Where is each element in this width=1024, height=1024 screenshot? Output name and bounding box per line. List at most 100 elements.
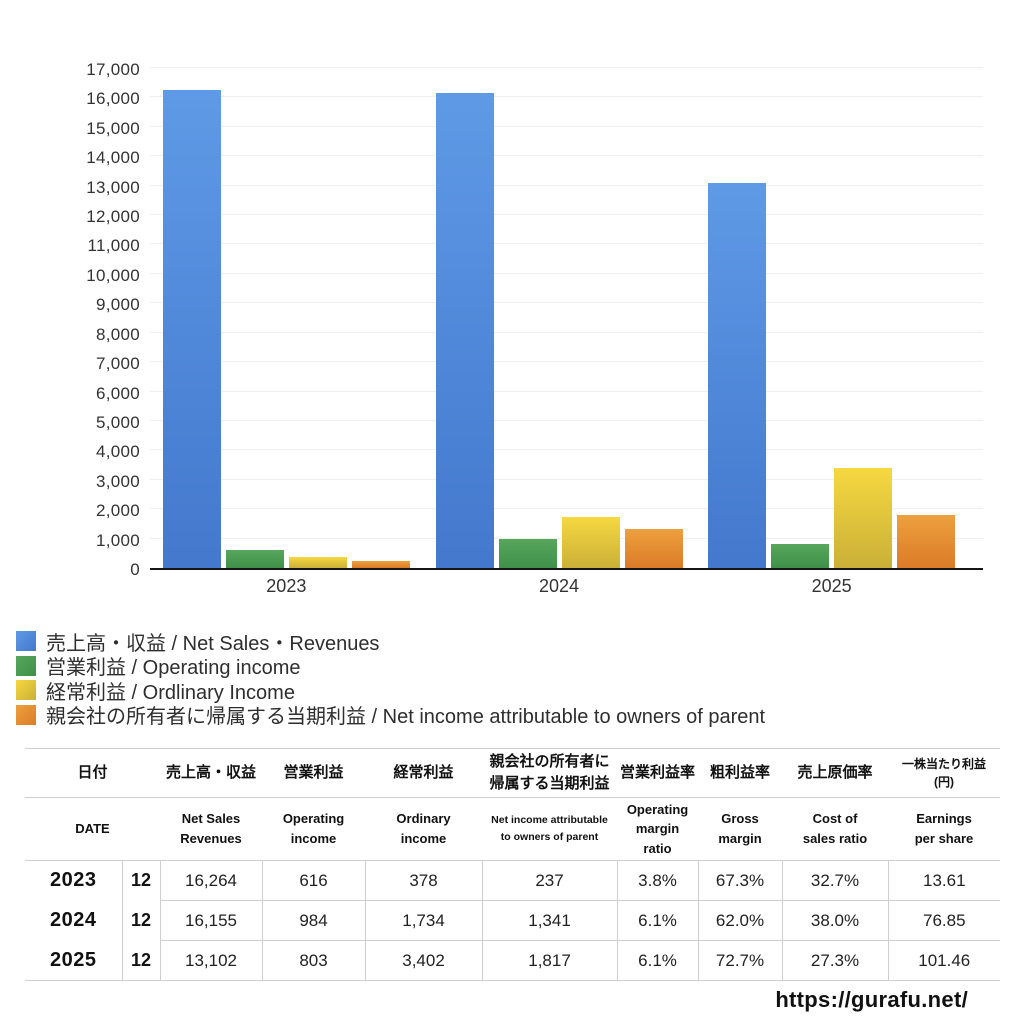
y-axis-tick-label: 6,000 [95, 383, 140, 403]
month-cell: 12 [121, 860, 161, 901]
table-row-2024: 2024 12 16,155 984 1,734 1,341 6.1% 62.0% 38.0% 7… [25, 900, 1001, 941]
gridline [150, 96, 983, 98]
bar-ordinary-income-2025 [834, 467, 893, 568]
table-row-2025: 2025 12 13,102 803 3,402 1,817 6.1% 72.7% 27.3% 1… [25, 940, 1001, 981]
bar-ordinary-income-2023 [288, 556, 347, 568]
column-header-en: DATE [75, 821, 110, 836]
column-header-jp: 親会社の所有者に 帰属する当期利益 [489, 753, 610, 792]
value-cell: 16,264 [159, 860, 263, 901]
y-axis-tick-label: 9,000 [95, 295, 140, 315]
bar-operating-income-2023 [225, 549, 284, 568]
gridline [150, 390, 983, 392]
year-cell: 2024 [50, 909, 97, 931]
gridline [150, 478, 983, 480]
value-cell: 616 [261, 860, 366, 901]
gridline [150, 155, 983, 157]
column-header-jp: 売上原価率 [797, 763, 873, 781]
value-cell: 1,817 [481, 940, 618, 981]
bar-net-sales-2023 [162, 89, 221, 568]
bar-operating-income-2024 [498, 539, 557, 568]
column-header-jp: 日付 [77, 763, 108, 781]
legend-item-net-income: 親会社の所有者に帰属する当期利益 / Net income attributab… [16, 703, 765, 728]
column-header-en: Operating income [282, 811, 345, 846]
value-cell: 1,734 [364, 900, 483, 941]
financial-data-table: 日付 売上高・収益 営業利益 経常利益 親会社の所有者に 帰属する当期利益 営業利益率 粗利益… [25, 748, 1001, 981]
x-axis-category-label: 2023 [266, 576, 307, 596]
value-cell: 32.7% [781, 860, 889, 901]
table-header: 日付 売上高・収益 営業利益 経常利益 親会社の所有者に 帰属する当期利益 営業利益率 粗利益… [25, 748, 1001, 861]
value-cell: 76.85 [887, 900, 1001, 941]
gridline [150, 214, 983, 216]
bar-operating-income-2025 [771, 544, 830, 568]
x-axis-category-label: 2025 [811, 576, 852, 596]
value-cell: 16,155 [159, 900, 263, 941]
legend-label-net-income: 親会社の所有者に帰属する当期利益 / Net income attributab… [46, 706, 766, 729]
value-cell: 38.0% [781, 900, 889, 941]
gridline [150, 508, 983, 510]
chart-legend: 売上高・収益 / Net Sales・Revenues 営業利益 / Operat… [16, 629, 765, 728]
y-axis-tick-label: 1,000 [95, 530, 140, 550]
legend-swatch-net-income [16, 704, 36, 725]
column-header-jp: 一株当たり利益 (円) [902, 756, 987, 789]
value-cell: 237 [481, 860, 618, 901]
bar-net-income-2023 [351, 561, 410, 568]
gridline [150, 449, 983, 451]
site-url: https://gurafu.net/ [775, 987, 968, 1012]
gridline [150, 419, 983, 421]
value-cell: 3,402 [364, 940, 483, 981]
y-axis: 0 1,000 2,000 3,000 4,000 5,000 6,000 7,000 8,00… [0, 60, 140, 579]
y-axis-tick-label: 10,000 [86, 265, 140, 285]
year-cell: 2025 [50, 948, 97, 971]
legend-item-ordinary-income: 経常利益 / Ordlinary Income [16, 678, 765, 704]
bar-net-income-2025 [897, 514, 956, 568]
value-cell: 13.61 [887, 860, 1001, 901]
month-cell: 12 [121, 900, 161, 941]
value-cell: 6.1% [616, 900, 699, 941]
column-header-en: Gross margin [718, 811, 762, 846]
column-header-en: Cost of sales ratio [802, 811, 868, 846]
value-cell: 3.8% [616, 860, 699, 901]
column-header-en: Net income attributable to owners of pare… [491, 814, 608, 843]
gridline [150, 125, 983, 127]
y-axis-tick-label: 16,000 [86, 89, 140, 109]
column-header-jp: 営業利益 [283, 763, 344, 781]
gridline [150, 184, 983, 186]
plot-area [150, 67, 983, 570]
value-cell: 72.7% [697, 940, 783, 981]
y-axis-tick-label: 5,000 [95, 412, 140, 432]
table-row-2023: 2023 12 16,264 616 378 237 3.8% 67.3% 32.7% 13.61 [25, 860, 1001, 901]
value-cell: 378 [364, 860, 483, 901]
x-axis-category-label: 2024 [538, 576, 580, 596]
y-axis-tick-label: 14,000 [86, 148, 140, 168]
x-axis: 2023 2024 2025 [0, 576, 1024, 600]
month-cell: 12 [121, 940, 161, 981]
revenue-profit-bar-chart: 0 1,000 2,000 3,000 4,000 5,000 6,000 7,000 8,00… [0, 60, 1024, 600]
header-row-english: DATE Net Sales Revenues Operating income Ordi… [25, 797, 1001, 861]
column-header-en: Net Sales Revenues [180, 811, 242, 846]
table-body: 2023 12 16,264 616 378 237 3.8% 67.3% 32.7% 13.61… [25, 860, 1001, 981]
legend-item-net-sales: 売上高・収益 / Net Sales・Revenues [16, 629, 765, 655]
y-axis-tick-label: 11,000 [87, 236, 140, 256]
y-axis-tick-label: 8,000 [95, 324, 140, 344]
y-axis-tick-label: 15,000 [86, 118, 140, 138]
legend-label-ordinary-income: 経常利益 / Ordlinary Income [46, 681, 295, 704]
y-axis-tick-label: 4,000 [95, 442, 140, 462]
value-cell: 6.1% [616, 940, 699, 981]
header-row-japanese: 日付 売上高・収益 営業利益 経常利益 親会社の所有者に 帰属する当期利益 営業利益率 粗利益… [25, 748, 1001, 797]
value-cell: 13,102 [159, 940, 263, 981]
legend-swatch-net-sales [16, 631, 36, 652]
column-header-en: Operating margin ratio [626, 801, 689, 856]
column-header-jp: 営業利益率 [620, 763, 696, 781]
gridline [150, 302, 983, 304]
column-header-en: Ordinary income [396, 811, 451, 846]
column-header-jp: 売上高・収益 [166, 763, 257, 781]
gridline [150, 331, 983, 333]
legend-label-net-sales: 売上高・収益 / Net Sales・Revenues [46, 632, 380, 655]
bar-ordinary-income-2024 [561, 517, 620, 568]
y-axis-tick-label: 0 [130, 560, 140, 579]
value-cell: 1,341 [481, 900, 618, 941]
value-cell: 803 [261, 940, 366, 981]
legend-swatch-operating-income [16, 655, 36, 676]
value-cell: 101.46 [887, 940, 1001, 981]
